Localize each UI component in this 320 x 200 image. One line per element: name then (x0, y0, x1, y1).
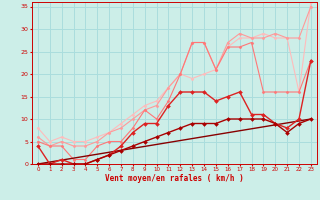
X-axis label: Vent moyen/en rafales ( km/h ): Vent moyen/en rafales ( km/h ) (105, 174, 244, 183)
